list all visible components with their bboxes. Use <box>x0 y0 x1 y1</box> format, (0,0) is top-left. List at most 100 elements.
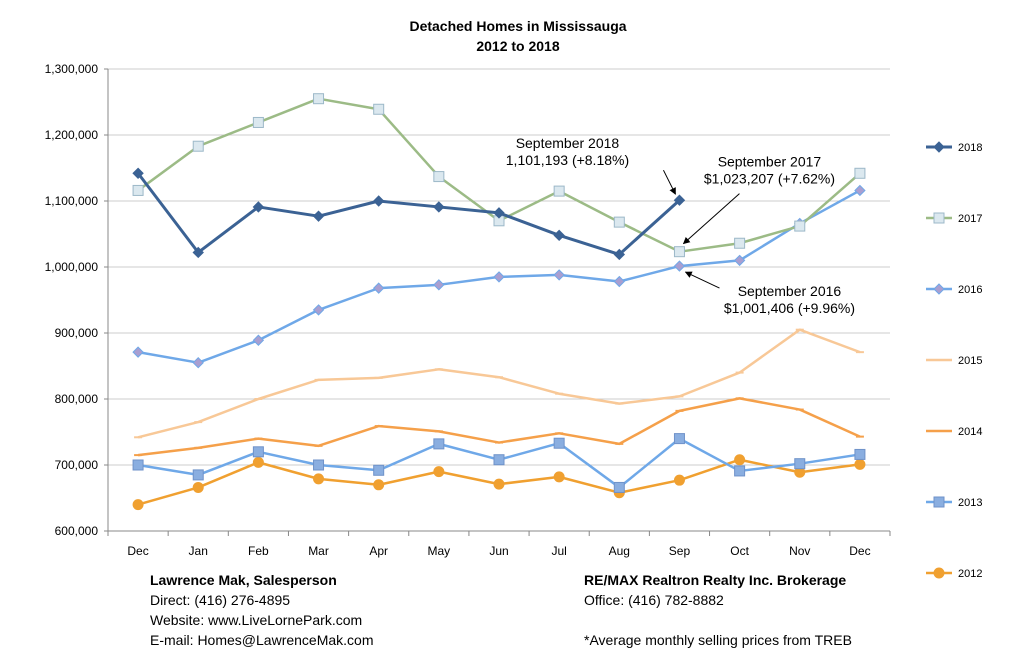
data-point-2012 <box>192 481 204 493</box>
series-line-2014 <box>137 397 861 457</box>
annotation-label: $1,001,406 (+9.96%) <box>724 300 855 316</box>
data-point-2016 <box>854 184 866 197</box>
legend-label: 2013 <box>958 497 982 509</box>
legend-marker <box>933 283 945 295</box>
legend-entry-2014: 2014 <box>926 426 982 438</box>
brokerage-contact: RE/MAX Realtron Realty Inc. Brokerage Of… <box>584 570 852 650</box>
data-point-2012 <box>313 473 325 485</box>
chart-subtitle: 2012 to 2018 <box>476 38 559 54</box>
x-tick-label: Nov <box>789 544 810 558</box>
data-point-2017 <box>313 93 325 105</box>
legend-marker <box>933 567 945 579</box>
data-point-2017 <box>373 103 385 115</box>
chart-title: Detached Homes in Mississauga <box>409 18 626 34</box>
agent-email: E-mail: Homes@LawrenceMak.com <box>150 632 374 648</box>
data-point-2016 <box>252 334 265 346</box>
data-point-2013 <box>613 481 625 493</box>
data-point-2017 <box>734 237 746 249</box>
annotation-arrow <box>663 169 676 195</box>
legend-entry-2016: 2016 <box>926 283 982 296</box>
x-tick-label: Aug <box>609 544 630 558</box>
series-2014 <box>134 397 864 457</box>
data-point-2012 <box>373 479 385 491</box>
data-point-2016 <box>132 346 144 358</box>
brokerage-office-phone: Office: (416) 782-8882 <box>584 592 724 608</box>
legend-label: 2012 <box>958 568 982 580</box>
data-point-2012 <box>673 474 685 486</box>
data-point-2018 <box>433 201 445 213</box>
data-point-2012 <box>132 499 144 511</box>
y-tick-label: 1,000,000 <box>45 260 99 274</box>
data-point-2013 <box>734 465 746 477</box>
x-tick-label: Oct <box>730 544 749 558</box>
data-point-2012 <box>553 471 565 483</box>
data-point-2013 <box>373 464 385 476</box>
data-point-2012 <box>734 454 746 466</box>
data-point-2013 <box>553 437 565 449</box>
data-point-2017 <box>132 184 144 196</box>
y-tick-label: 1,100,000 <box>45 194 99 208</box>
gridlines <box>108 68 890 532</box>
data-point-2012 <box>493 478 505 490</box>
data-point-2018 <box>192 246 204 259</box>
data-point-2012 <box>854 458 866 470</box>
data-point-2013 <box>132 459 144 471</box>
y-tick-label: 800,000 <box>55 392 99 406</box>
legend-label: 2014 <box>958 426 982 438</box>
data-point-2017 <box>794 220 806 232</box>
data-point-2017 <box>192 140 204 152</box>
data-point-2016 <box>312 304 325 316</box>
data-source-note: *Average monthly selling prices from TRE… <box>584 632 852 648</box>
data-point-2012 <box>252 456 264 468</box>
data-point-2013 <box>252 446 264 458</box>
data-point-2013 <box>493 454 505 466</box>
y-tick-label: 1,300,000 <box>45 62 99 76</box>
annotation-arrow <box>684 271 720 289</box>
data-point-2018 <box>613 248 626 261</box>
series-2013 <box>132 433 866 493</box>
y-axis: 600,000 700,000 800,000 900,000 1,000,000 1,1… <box>45 62 109 538</box>
data-point-2012 <box>433 466 445 478</box>
series-2012 <box>132 454 866 511</box>
legend-marker <box>933 141 945 153</box>
data-point-2016 <box>433 279 445 291</box>
data-point-2013 <box>313 459 325 471</box>
series-group <box>132 93 866 511</box>
data-point-2016 <box>553 269 565 281</box>
series-2016 <box>132 184 866 369</box>
legend-label: 2018 <box>958 142 982 154</box>
x-tick-label: Jul <box>551 544 566 558</box>
legend-label: 2015 <box>958 355 982 367</box>
legend-marker <box>933 212 945 224</box>
data-point-2017 <box>553 185 565 197</box>
data-point-2013 <box>192 469 204 481</box>
annotation-arrow <box>682 193 740 245</box>
legend-label: 2017 <box>958 213 982 225</box>
data-point-2018 <box>673 194 686 206</box>
annotation-label: September 2016 <box>738 283 842 299</box>
agent-website: Website: www.LiveLornePark.com <box>150 612 363 628</box>
data-point-2013 <box>854 448 866 460</box>
y-tick-label: 900,000 <box>55 326 99 340</box>
agent-direct-phone: Direct: (416) 276-4895 <box>150 592 291 608</box>
brokerage-name: RE/MAX Realtron Realty Inc. Brokerage <box>584 572 847 588</box>
agent-name: Lawrence Mak, Salesperson <box>150 572 337 588</box>
annotation-label: $1,023,207 (+7.62%) <box>704 171 835 187</box>
data-point-2017 <box>613 216 625 228</box>
series-line-2018 <box>136 172 681 256</box>
data-point-2018 <box>312 210 325 222</box>
series-2018 <box>132 167 686 261</box>
legend: 2018 2017 2016 2015 2014 2013 2012 <box>926 141 982 580</box>
data-point-2018 <box>493 207 505 219</box>
data-point-2016 <box>372 282 385 294</box>
series-2015 <box>134 328 864 439</box>
data-point-2013 <box>433 438 445 450</box>
agent-contact: Lawrence Mak, Salesperson Direct: (416) … <box>150 570 374 650</box>
data-point-2018 <box>252 201 265 213</box>
annotation-label: September 2018 <box>516 135 620 151</box>
y-tick-label: 700,000 <box>55 458 99 472</box>
data-point-2018 <box>132 167 144 179</box>
x-tick-label: Sep <box>669 544 691 558</box>
